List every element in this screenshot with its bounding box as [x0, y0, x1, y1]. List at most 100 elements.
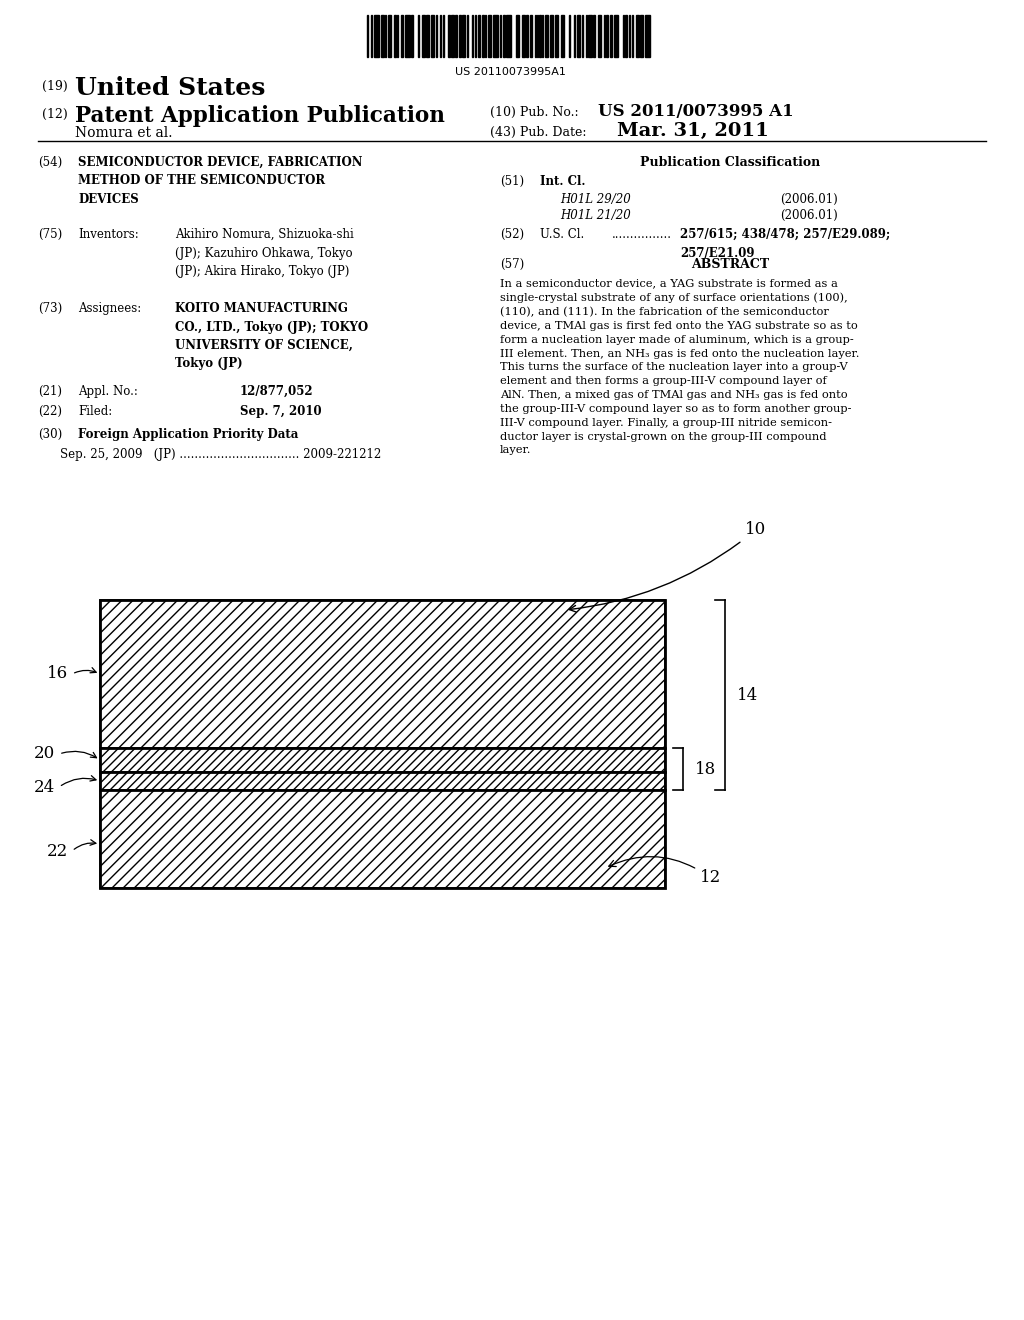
Bar [455, 15, 458, 57]
Text: KOITO MANUFACTURING
CO., LTD., Tokyo (JP); TOKYO
UNIVERSITY OF SCIENCE,
Tokyo (J: KOITO MANUFACTURING CO., LTD., Tokyo (JP… [175, 302, 368, 371]
Text: (75): (75) [38, 228, 62, 242]
Bar [503, 15, 505, 57]
Bar [636, 15, 639, 57]
Text: H01L 21/20: H01L 21/20 [560, 209, 631, 222]
Bar [535, 15, 536, 57]
Bar [100, 601, 665, 748]
Bar [593, 15, 595, 57]
Bar [385, 15, 386, 57]
Text: 12: 12 [609, 857, 721, 887]
Text: Publication Classification: Publication Classification [640, 156, 820, 169]
Text: (43) Pub. Date:: (43) Pub. Date: [490, 125, 587, 139]
Text: Appl. No.:: Appl. No.: [78, 385, 138, 399]
Bar [475, 15, 476, 57]
Text: ................: ................ [612, 228, 672, 242]
Bar [418, 15, 419, 57]
Bar [640, 15, 643, 57]
Bar [381, 15, 384, 57]
Text: Foreign Application Priority Data: Foreign Application Priority Data [78, 428, 298, 441]
Bar [561, 15, 564, 57]
Bar [488, 15, 490, 57]
Bar [447, 15, 451, 57]
Bar [100, 789, 665, 888]
Bar [516, 15, 519, 57]
Bar [367, 15, 369, 57]
Bar [374, 15, 379, 57]
Bar [484, 15, 486, 57]
Bar [537, 15, 539, 57]
Text: Int. Cl.: Int. Cl. [540, 176, 586, 187]
Text: United States: United States [75, 77, 265, 100]
Bar [401, 15, 402, 57]
Bar [586, 15, 587, 57]
Text: US 20110073995A1: US 20110073995A1 [455, 67, 565, 77]
Bar [482, 15, 483, 57]
Text: Sep. 25, 2009   (JP) ................................ 2009-221212: Sep. 25, 2009 (JP) .....................… [60, 447, 381, 461]
Bar [526, 15, 527, 57]
Bar [555, 15, 558, 57]
Text: Assignees:: Assignees: [78, 302, 141, 315]
Bar [411, 15, 414, 57]
Text: (51): (51) [500, 176, 524, 187]
Text: 24: 24 [34, 779, 55, 796]
Bar [645, 15, 650, 57]
Bar [598, 15, 601, 57]
Text: Inventors:: Inventors: [78, 228, 138, 242]
Text: Sep. 7, 2010: Sep. 7, 2010 [240, 405, 322, 418]
Text: (52): (52) [500, 228, 524, 242]
Text: 10: 10 [569, 521, 766, 612]
Bar [439, 15, 440, 57]
Text: (10) Pub. No.:: (10) Pub. No.: [490, 106, 579, 119]
Bar [550, 15, 553, 57]
Text: 16: 16 [47, 665, 68, 682]
Bar [625, 15, 628, 57]
Text: (19): (19) [42, 81, 68, 92]
Text: Patent Application Publication: Patent Application Publication [75, 106, 444, 127]
Bar [100, 772, 665, 789]
Bar [521, 15, 525, 57]
Bar [603, 15, 605, 57]
Text: SEMICONDUCTOR DEVICE, FABRICATION
METHOD OF THE SEMICONDUCTOR
DEVICES: SEMICONDUCTOR DEVICE, FABRICATION METHOD… [78, 156, 362, 206]
Text: 20: 20 [34, 746, 55, 763]
Text: (22): (22) [38, 405, 62, 418]
Bar [588, 15, 592, 57]
Bar [426, 15, 429, 57]
Text: (2006.01): (2006.01) [780, 209, 838, 222]
Bar [540, 15, 541, 57]
Bar [477, 15, 480, 57]
Bar [632, 15, 634, 57]
Text: Nomura et al.: Nomura et al. [75, 125, 172, 140]
Bar [472, 15, 473, 57]
Bar [100, 601, 665, 888]
Text: 18: 18 [695, 760, 716, 777]
Bar [583, 15, 584, 57]
Bar [609, 15, 612, 57]
Bar [623, 15, 624, 57]
Bar [500, 15, 502, 57]
Bar [100, 748, 665, 772]
Text: Filed:: Filed: [78, 405, 113, 418]
Text: ABSTRACT: ABSTRACT [691, 257, 769, 271]
Bar [467, 15, 468, 57]
Bar [614, 15, 617, 57]
Bar [506, 15, 511, 57]
Bar [443, 15, 444, 57]
Text: Akihiro Nomura, Shizuoka-shi
(JP); Kazuhiro Ohkawa, Tokyo
(JP); Akira Hirako, To: Akihiro Nomura, Shizuoka-shi (JP); Kazuh… [175, 228, 353, 279]
Bar [452, 15, 454, 57]
Text: (54): (54) [38, 156, 62, 169]
Bar [493, 15, 498, 57]
Text: (73): (73) [38, 302, 62, 315]
Bar [462, 15, 465, 57]
Text: 14: 14 [737, 686, 758, 704]
Bar [629, 15, 630, 57]
Bar [573, 15, 575, 57]
Bar [431, 15, 433, 57]
Text: H01L 29/20: H01L 29/20 [560, 193, 631, 206]
Bar [396, 15, 398, 57]
Bar [542, 15, 543, 57]
Bar [394, 15, 395, 57]
Text: 257/615; 438/478; 257/E29.089;
257/E21.09: 257/615; 438/478; 257/E29.089; 257/E21.0… [680, 228, 890, 260]
Text: U.S. Cl.: U.S. Cl. [540, 228, 585, 242]
Bar [529, 15, 532, 57]
Text: (30): (30) [38, 428, 62, 441]
